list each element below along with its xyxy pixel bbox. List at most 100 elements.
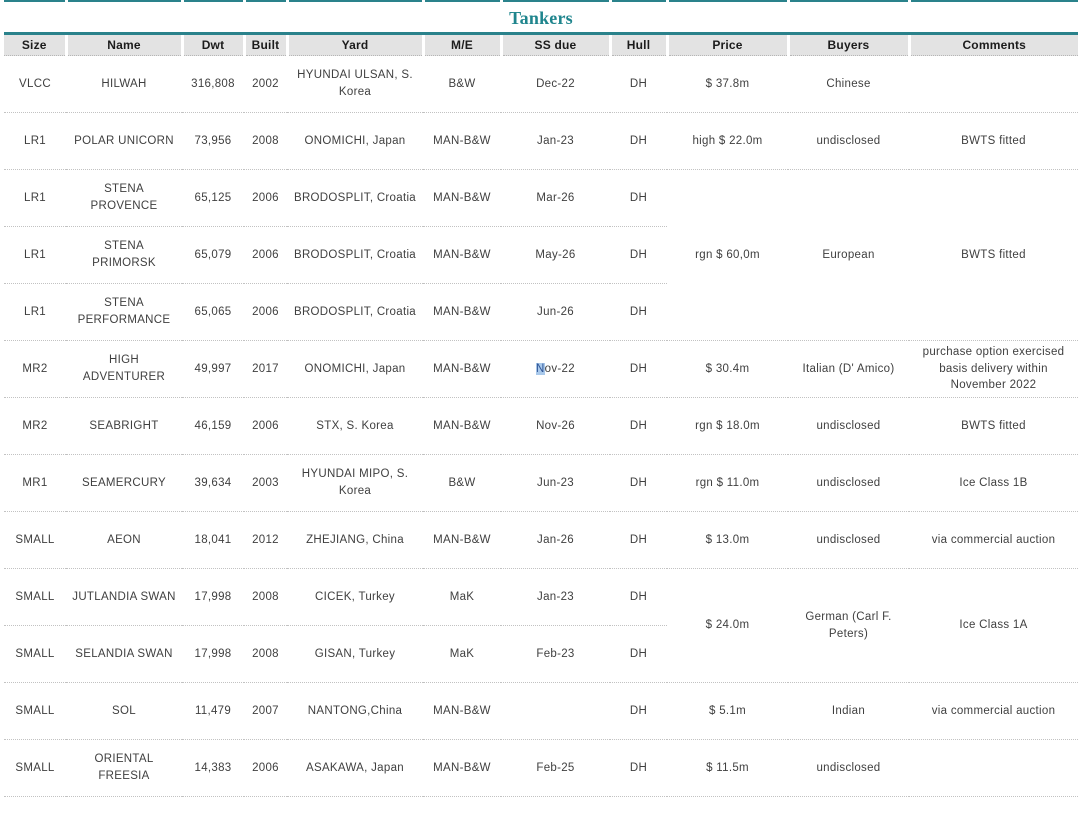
column-header-buyers: Buyers xyxy=(786,33,909,56)
cell-name: JUTLANDIA SWAN xyxy=(66,568,182,626)
cell-ss-due: Nov-22 xyxy=(501,340,610,398)
cell-me: MaK xyxy=(423,568,501,626)
cell-size: MR2 xyxy=(4,397,66,455)
cell-buyers: Italian (D' Amico) xyxy=(788,340,909,398)
cell-ss-due: Mar-26 xyxy=(501,169,610,227)
cell-buyers: Indian xyxy=(788,682,909,740)
cell-yard: ONOMICHI, Japan xyxy=(287,112,423,170)
top-border-segment xyxy=(4,0,66,8)
cell-price: $ 37.8m xyxy=(667,55,788,113)
cell-yard: BRODOSPLIT, Croatia xyxy=(287,169,423,227)
cell-me: MaK xyxy=(423,625,501,683)
cell-ss-due xyxy=(501,682,610,740)
table-row: LR1 POLAR UNICORN 73,956 2008 ONOMICHI, … xyxy=(4,112,1078,170)
cell-buyers-merged: European xyxy=(788,169,909,341)
cell-price: $ 5.1m xyxy=(667,682,788,740)
cell-name: HILWAH xyxy=(66,55,182,113)
cell-dwt: 65,079 xyxy=(182,226,244,284)
cell-ss-due: Jan-26 xyxy=(501,511,610,569)
cell-yard: BRODOSPLIT, Croatia xyxy=(287,226,423,284)
cell-size: SMALL xyxy=(4,682,66,740)
cell-dwt: 17,998 xyxy=(182,568,244,626)
cell-hull: DH xyxy=(610,226,667,284)
cell-built: 2006 xyxy=(244,397,287,455)
cell-built: 2003 xyxy=(244,454,287,512)
cell-size: VLCC xyxy=(4,55,66,113)
cell-built: 2008 xyxy=(244,625,287,683)
cell-buyers-merged: German (Carl F. Peters) xyxy=(788,568,909,683)
cell-size: SMALL xyxy=(4,511,66,569)
cell-built: 2006 xyxy=(244,226,287,284)
cell-dwt: 11,479 xyxy=(182,682,244,740)
cell-me: MAN-B&W xyxy=(423,112,501,170)
cell-size: LR1 xyxy=(4,226,66,284)
cell-buyers: Chinese xyxy=(788,55,909,113)
top-border-bar xyxy=(4,0,1078,8)
cell-price-merged: $ 24.0m xyxy=(667,568,788,683)
cell-size: MR1 xyxy=(4,454,66,512)
cell-dwt: 17,998 xyxy=(182,625,244,683)
cell-name: SEABRIGHT xyxy=(66,397,182,455)
top-border-segment xyxy=(285,0,423,8)
cell-name: STENA PRIMORSK xyxy=(66,226,182,284)
cell-size: SMALL xyxy=(4,625,66,683)
top-border-segment xyxy=(180,0,244,8)
cell-ss-due: Jun-26 xyxy=(501,283,610,341)
column-header-dwt: Dwt xyxy=(180,33,244,56)
top-border-segment xyxy=(64,0,182,8)
cell-me: MAN-B&W xyxy=(423,340,501,398)
cell-name: SEAMERCURY xyxy=(66,454,182,512)
cell-yard: ASAKAWA, Japan xyxy=(287,739,423,797)
cell-hull: DH xyxy=(610,511,667,569)
column-header-size: Size xyxy=(4,33,66,56)
cell-me: MAN-B&W xyxy=(423,682,501,740)
cell-price: $ 11.5m xyxy=(667,739,788,797)
table-row: VLCC HILWAH 316,808 2002 HYUNDAI ULSAN, … xyxy=(4,55,1078,113)
table-row: LR1 STENA PRIMORSK 65,079 2006 BRODOSPLI… xyxy=(4,226,1078,284)
ss-due-text: ov-22 xyxy=(544,362,575,375)
cell-ss-due: Dec-22 xyxy=(501,55,610,113)
cell-comments: BWTS fitted xyxy=(909,397,1078,455)
column-header-yard: Yard xyxy=(285,33,423,56)
cell-dwt: 18,041 xyxy=(182,511,244,569)
cell-me: MAN-B&W xyxy=(423,226,501,284)
table-title: Tankers xyxy=(4,5,1078,35)
cell-comments: via commercial auction xyxy=(909,511,1078,569)
cell-name: SOL xyxy=(66,682,182,740)
table-row: SMALL SOL 11,479 2007 NANTONG,China MAN-… xyxy=(4,682,1078,740)
cell-comments-merged: BWTS fitted xyxy=(909,169,1078,341)
cell-yard: GISAN, Turkey xyxy=(287,625,423,683)
table-row: SMALL AEON 18,041 2012 ZHEJIANG, China M… xyxy=(4,511,1078,569)
cell-dwt: 73,956 xyxy=(182,112,244,170)
cell-me: MAN-B&W xyxy=(423,739,501,797)
cell-built: 2002 xyxy=(244,55,287,113)
cell-built: 2008 xyxy=(244,112,287,170)
table-row: SMALL JUTLANDIA SWAN 17,998 2008 CICEK, … xyxy=(4,568,1078,683)
cell-name: STENA PERFORMANCE xyxy=(66,283,182,341)
table-row: MR1 SEAMERCURY 39,634 2003 HYUNDAI MIPO,… xyxy=(4,454,1078,512)
cell-hull: DH xyxy=(610,625,667,683)
cell-dwt: 316,808 xyxy=(182,55,244,113)
cell-name: POLAR UNICORN xyxy=(66,112,182,170)
cell-size: LR1 xyxy=(4,112,66,170)
cell-ss-due: Feb-23 xyxy=(501,625,610,683)
cell-built: 2006 xyxy=(244,169,287,227)
cell-comments-merged: Ice Class 1A xyxy=(909,568,1078,683)
cell-comments: Ice Class 1B xyxy=(909,454,1078,512)
cell-built: 2006 xyxy=(244,283,287,341)
cell-hull: DH xyxy=(610,739,667,797)
cell-hull: DH xyxy=(610,340,667,398)
tankers-table: Tankers Size Name Dwt Built Yard M/E SS … xyxy=(4,0,1078,797)
cell-price-merged: rgn $ 60,0m xyxy=(667,169,788,341)
cell-buyers: undisclosed xyxy=(788,397,909,455)
cell-name: AEON xyxy=(66,511,182,569)
cell-comments: via commercial auction xyxy=(909,682,1078,740)
column-header-ss-due: SS due xyxy=(499,33,610,56)
cell-ss-due: Jun-23 xyxy=(501,454,610,512)
cell-price: high $ 22.0m xyxy=(667,112,788,170)
top-border-segment xyxy=(786,0,909,8)
cell-built: 2012 xyxy=(244,511,287,569)
table-row: LR1 STENA PERFORMANCE 65,065 2006 BRODOS… xyxy=(4,283,1078,341)
cell-hull: DH xyxy=(610,682,667,740)
cell-me: MAN-B&W xyxy=(423,511,501,569)
